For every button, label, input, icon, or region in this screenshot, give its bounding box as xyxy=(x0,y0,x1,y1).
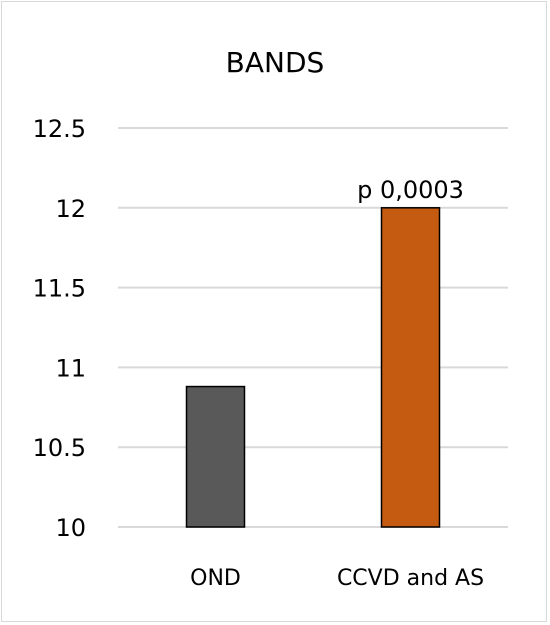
y-tick-label: 11.5 xyxy=(33,275,86,303)
gridlines xyxy=(118,127,508,528)
y-tick-label: 11 xyxy=(55,354,86,382)
y-tick-label: 10 xyxy=(55,514,86,542)
bar-ond xyxy=(185,385,246,528)
x-axis-labels: OND CCVD and AS xyxy=(190,566,484,591)
p-value-annotation: p 0,0003 xyxy=(357,176,464,204)
bar-ccvd-and-as xyxy=(380,207,441,528)
x-category-label: OND xyxy=(190,566,241,591)
bars xyxy=(185,207,441,528)
annotations: p 0,0003 xyxy=(357,176,464,204)
x-category-label: CCVD and AS xyxy=(337,566,484,591)
y-axis-ticks: 10 10.5 11 11.5 12 12.5 xyxy=(33,115,86,542)
y-tick-label: 10.5 xyxy=(33,434,86,462)
y-tick-label: 12.5 xyxy=(33,115,86,143)
y-tick-label: 12 xyxy=(55,195,86,223)
chart-title: BANDS xyxy=(226,46,325,79)
